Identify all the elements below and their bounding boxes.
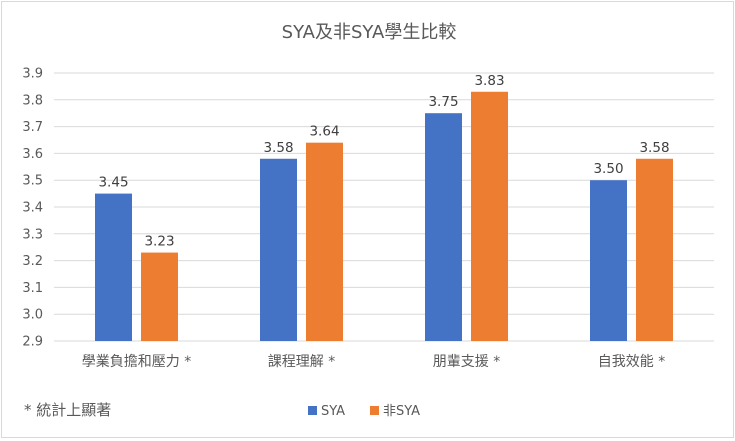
legend-swatch-non-sya: [370, 406, 379, 415]
bars: [95, 91, 673, 341]
data-label: 3.83: [474, 73, 504, 89]
legend-label: SYA: [321, 404, 345, 419]
bar-sya: [95, 193, 132, 341]
y-tick-label: 3.6: [22, 147, 43, 162]
y-tick-label: 3.7: [22, 120, 43, 135]
data-labels: 3.45 3.23 3.58 3.64 3.75 3.83 3.50 3.58: [98, 73, 669, 250]
data-label: 3.58: [263, 140, 293, 156]
bar-non-sya: [141, 252, 178, 341]
bar-sya: [260, 158, 297, 341]
y-axis-ticks: 2.9 3.0 3.1 3.2 3.3 3.4 3.5 3.6 3.7 3.8 3.9: [22, 67, 43, 350]
y-tick-label: 3.4: [22, 201, 43, 216]
x-axis-categories: 學業負擔和壓力 * 課程理解 * 朋輩支援 * 自我效能 *: [82, 354, 665, 370]
data-label: 3.45: [98, 175, 128, 191]
significance-footnote: * 統計上顯著: [24, 401, 111, 419]
y-tick-label: 2.9: [22, 335, 43, 350]
y-tick-label: 3.0: [22, 308, 43, 323]
category-label: 自我效能 *: [598, 354, 665, 370]
y-tick-label: 3.3: [22, 227, 43, 242]
bar-non-sya: [306, 142, 343, 341]
y-tick-label: 3.1: [22, 281, 43, 296]
bar-non-sya: [636, 158, 673, 341]
chart-title: SYA及非SYA學生比較: [282, 22, 457, 43]
data-label: 3.50: [593, 161, 623, 177]
legend-swatch-sya: [308, 406, 317, 415]
legend-label: 非SYA: [383, 404, 420, 419]
data-label: 3.75: [428, 94, 458, 110]
legend: SYA 非SYA: [308, 404, 420, 419]
data-label: 3.58: [639, 140, 669, 156]
bar-sya: [425, 113, 462, 341]
y-tick-label: 3.8: [22, 93, 43, 108]
y-tick-label: 3.5: [22, 174, 43, 189]
bar-non-sya: [471, 91, 508, 341]
bar-sya: [590, 180, 627, 341]
category-label: 課程理解 *: [268, 354, 335, 370]
data-label: 3.64: [309, 124, 339, 140]
category-label: 學業負擔和壓力 *: [82, 354, 191, 370]
data-label: 3.23: [144, 234, 174, 250]
y-tick-label: 3.9: [22, 67, 43, 82]
category-label: 朋輩支援 *: [433, 354, 500, 370]
y-tick-label: 3.2: [22, 254, 43, 269]
